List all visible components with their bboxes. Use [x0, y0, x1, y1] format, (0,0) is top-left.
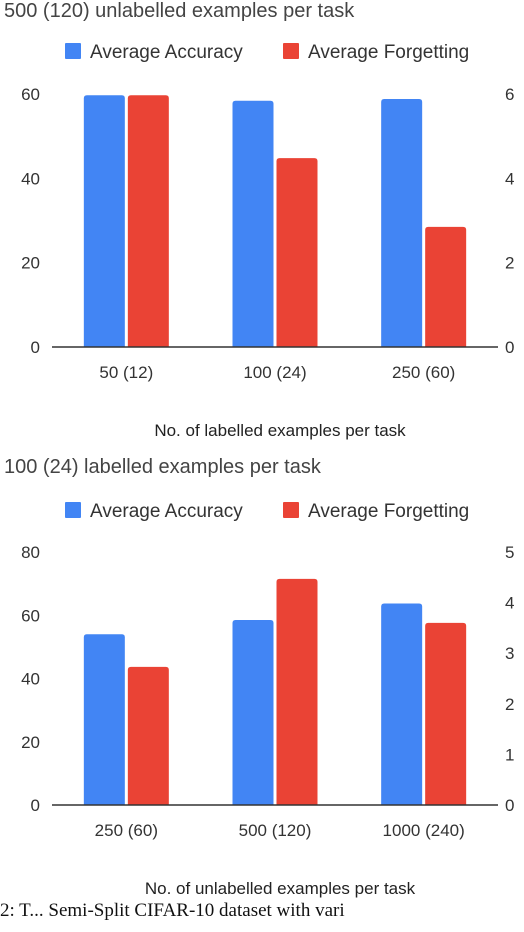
x-axis-label: No. of labelled examples per task — [154, 421, 406, 440]
y-tick-right: 0 — [505, 796, 514, 815]
bar — [83, 95, 125, 347]
legend-item: Average Forgetting — [283, 501, 469, 522]
bar — [232, 100, 274, 347]
bar — [232, 619, 274, 805]
y-tick-right: 2 — [505, 254, 514, 273]
legend-swatch — [65, 43, 81, 59]
legend-label: Average Accuracy — [90, 501, 243, 522]
bar — [381, 603, 423, 805]
x-axis-label: No. of unlabelled examples per task — [145, 879, 416, 898]
x-tick-label: 50 (12) — [99, 363, 153, 382]
x-tick-label: 100 (24) — [243, 363, 306, 382]
y-tick-right: 4 — [505, 594, 514, 613]
legend-swatch — [283, 43, 299, 59]
legend-item: Average Forgetting — [283, 42, 469, 63]
chart-canvas: Average Accuracy Average Forgetting020406… — [21, 42, 514, 440]
chart-labelled-examples: 500 (120) unlabelled examples per task A… — [0, 0, 524, 448]
x-tick-label: 500 (120) — [239, 821, 312, 840]
chart-unlabelled-examples: 100 (24) labelled examples per task Aver… — [0, 448, 524, 908]
legend-swatch — [65, 502, 81, 518]
chart-canvas: Average Accuracy Average Forgetting020406… — [21, 501, 514, 898]
bar — [276, 158, 318, 347]
bar — [381, 99, 423, 347]
legend-label: Average Accuracy — [90, 42, 243, 63]
legend-label: Average Forgetting — [308, 501, 469, 522]
y-tick-left: 20 — [21, 254, 40, 273]
bar — [83, 634, 125, 805]
y-tick-right: 4 — [505, 169, 514, 188]
bar — [425, 226, 467, 347]
y-tick-left: 60 — [21, 606, 40, 625]
legend-label: Average Forgetting — [308, 42, 469, 63]
legend-swatch — [283, 502, 299, 518]
y-tick-right: 3 — [505, 644, 514, 663]
y-tick-right: 1 — [505, 745, 514, 764]
y-tick-right: 5 — [505, 543, 514, 562]
y-tick-left: 0 — [31, 796, 40, 815]
bar — [425, 622, 467, 805]
figure-caption: 2: T... Semi-Split CIFAR-10 dataset with… — [0, 900, 345, 921]
y-tick-right: 6 — [505, 85, 514, 104]
y-tick-left: 60 — [21, 85, 40, 104]
x-tick-label: 250 (60) — [95, 821, 158, 840]
y-tick-left: 80 — [21, 543, 40, 562]
y-tick-right: 0 — [505, 338, 514, 357]
bar — [276, 578, 318, 805]
chart-title: 500 (120) unlabelled examples per task — [4, 0, 355, 22]
y-tick-left: 40 — [21, 169, 40, 188]
y-tick-left: 0 — [31, 338, 40, 357]
x-tick-label: 250 (60) — [392, 363, 455, 382]
x-tick-label: 1000 (240) — [383, 821, 465, 840]
bar — [127, 666, 169, 805]
chart-title: 100 (24) labelled examples per task — [4, 456, 321, 478]
y-tick-right: 2 — [505, 695, 514, 714]
legend-item: Average Accuracy — [65, 501, 243, 522]
legend-item: Average Accuracy — [65, 42, 243, 63]
y-tick-left: 20 — [21, 733, 40, 752]
bar — [127, 95, 169, 347]
y-tick-left: 40 — [21, 670, 40, 689]
